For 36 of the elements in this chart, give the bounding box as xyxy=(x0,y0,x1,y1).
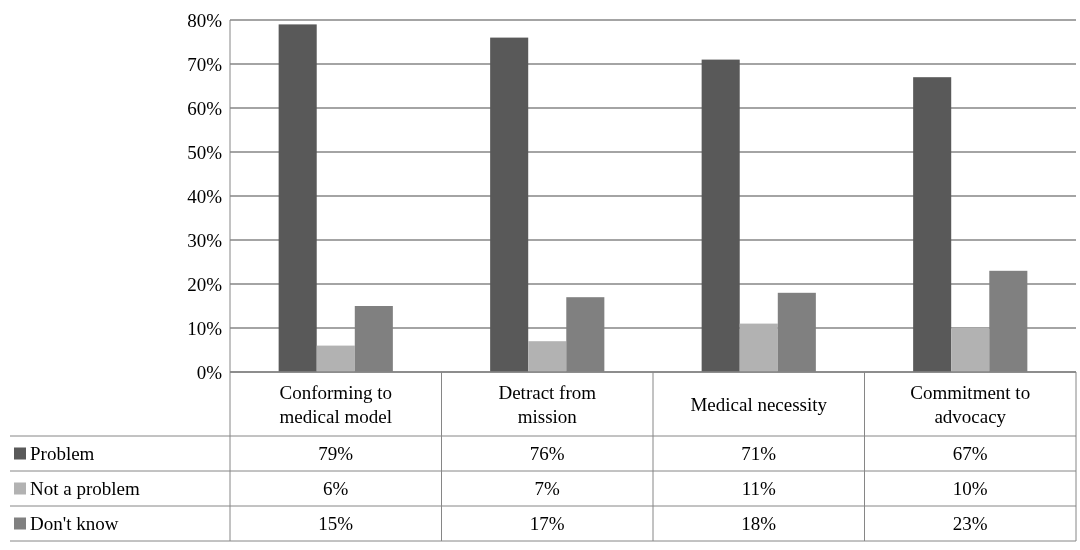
bar xyxy=(490,37,529,372)
data-label: 79% xyxy=(318,443,354,465)
data-label: 71% xyxy=(741,443,777,465)
y-tick-label: 70% xyxy=(187,53,223,75)
x-tick-label: Detract from mission xyxy=(498,381,597,427)
data-label: 76% xyxy=(529,443,565,465)
bar xyxy=(278,24,317,372)
bar xyxy=(316,345,355,372)
y-tick-label: 0% xyxy=(196,361,223,383)
data-label: 7% xyxy=(534,478,561,500)
y-tick-label: 50% xyxy=(187,141,223,163)
y-tick-label: 30% xyxy=(187,229,223,251)
y-tick-label: 10% xyxy=(187,317,223,339)
data-label: 15% xyxy=(318,513,354,535)
bar xyxy=(951,328,990,372)
y-tick-label: 40% xyxy=(187,185,223,207)
y-tick-label: 80% xyxy=(187,9,223,31)
data-label: 6% xyxy=(323,478,349,500)
data-label: 18% xyxy=(741,513,777,535)
data-label: 23% xyxy=(952,513,988,535)
bar xyxy=(528,341,567,372)
legend-label: Not a problem xyxy=(30,478,140,500)
legend-label: Don't know xyxy=(30,513,119,535)
legend-label: Problem xyxy=(30,443,95,465)
data-label: 17% xyxy=(529,513,565,535)
data-label: 10% xyxy=(952,478,988,500)
data-label: 67% xyxy=(952,443,988,465)
data-label: 11% xyxy=(741,478,776,500)
y-tick-label: 60% xyxy=(187,97,223,119)
x-tick-label: Commitment to advocacy xyxy=(910,381,1031,427)
bar xyxy=(701,59,740,372)
x-tick-label: Conforming to medical model xyxy=(279,381,392,427)
x-tick-label: Medical necessity xyxy=(690,393,828,415)
bar xyxy=(913,77,952,372)
bar xyxy=(739,323,778,372)
y-tick-label: 20% xyxy=(187,273,223,295)
